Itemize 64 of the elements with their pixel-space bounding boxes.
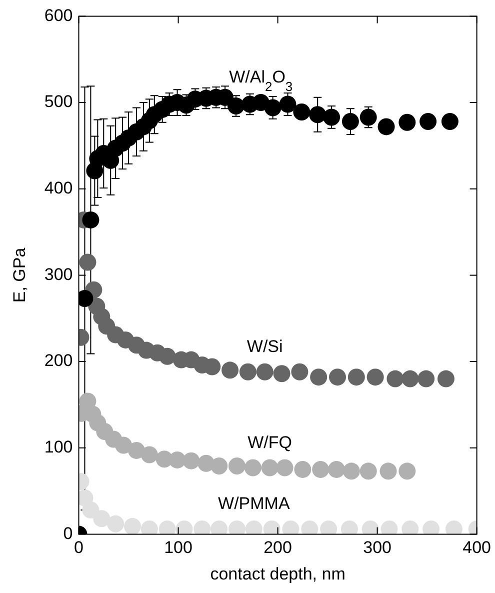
y-tick-label: 100: [44, 438, 73, 457]
series-label: W/PMMA: [218, 494, 290, 514]
point: [398, 114, 416, 131]
point: [420, 113, 437, 130]
x-tick-label: 300: [363, 538, 392, 558]
point: [276, 459, 294, 476]
series-label: W/FQ: [248, 432, 292, 452]
point: [360, 108, 377, 126]
point: [279, 96, 296, 113]
point: [291, 363, 308, 380]
point: [107, 515, 124, 532]
y-axis-title: E, GPa: [10, 247, 29, 303]
point: [342, 113, 359, 130]
point: [386, 370, 404, 388]
y-tick-label: 400: [44, 178, 73, 198]
point: [398, 462, 416, 480]
point: [342, 462, 360, 480]
x-tick-label: 100: [164, 538, 192, 558]
point: [228, 457, 246, 474]
x-tick-label: 400: [462, 538, 492, 558]
point: [261, 459, 278, 476]
point: [124, 518, 141, 534]
point: [293, 104, 310, 121]
point: [366, 368, 384, 386]
point: [158, 348, 176, 365]
point: [140, 446, 158, 464]
point: [328, 460, 346, 478]
point: [82, 502, 100, 519]
y-tick-label: 600: [44, 6, 73, 25]
point: [115, 436, 132, 454]
point: [441, 113, 458, 130]
point: [244, 459, 262, 476]
point: [378, 118, 395, 136]
point: [348, 368, 365, 386]
point: [360, 462, 377, 480]
point: [418, 370, 435, 388]
point: [182, 452, 200, 470]
point: [264, 99, 282, 116]
point: [329, 368, 346, 386]
y-tick-label: 500: [44, 92, 73, 112]
point: [294, 460, 312, 478]
point: [310, 368, 328, 386]
x-tick-label: 200: [264, 538, 292, 558]
point: [222, 362, 239, 379]
point: [256, 363, 274, 380]
point: [79, 254, 96, 271]
y-tick-label: 200: [44, 351, 73, 370]
point: [273, 365, 290, 382]
series-label: W/Si: [246, 337, 283, 356]
point: [323, 108, 340, 126]
point: [309, 106, 326, 124]
point: [168, 451, 186, 468]
x-axis-title: contact depth, nm: [210, 564, 346, 584]
point: [437, 370, 454, 388]
y-tick-label: 0: [63, 524, 73, 543]
point: [402, 370, 419, 388]
point: [210, 457, 228, 474]
point: [93, 510, 110, 528]
point: [239, 363, 256, 380]
point: [312, 460, 330, 478]
point: [380, 462, 397, 480]
point: [227, 97, 244, 114]
point: [82, 211, 100, 228]
y-tick-label: 300: [44, 264, 73, 284]
